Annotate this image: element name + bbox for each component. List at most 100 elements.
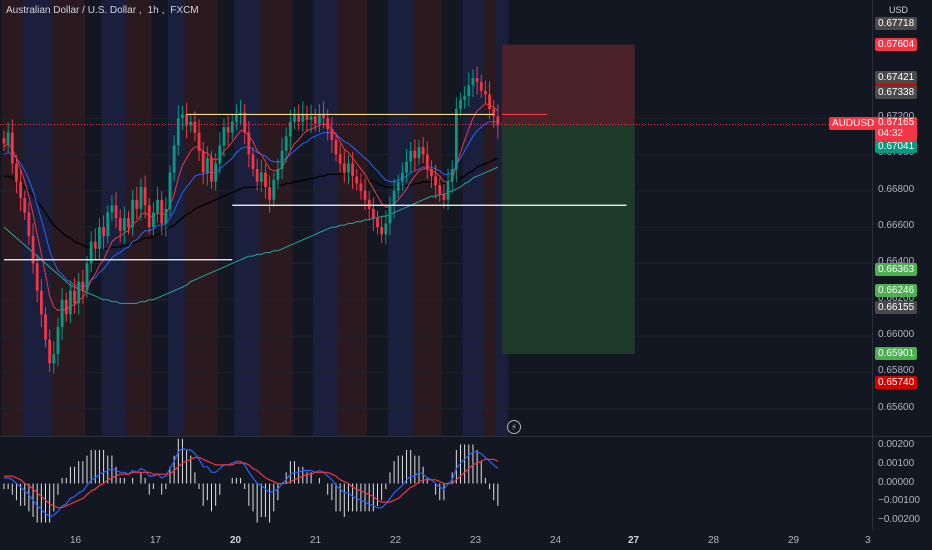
- candle-body: [185, 114, 188, 126]
- candle-body: [218, 145, 222, 164]
- price-tick-label: 0.66200: [878, 292, 915, 304]
- candle-body: [376, 218, 379, 228]
- session-band: [313, 0, 339, 436]
- candle-body: [301, 114, 305, 122]
- signal-line: [4, 456, 499, 509]
- session-band: [22, 0, 52, 436]
- candle-body: [69, 290, 72, 315]
- time-tick-label: 28: [708, 535, 720, 546]
- session-band: [234, 0, 260, 436]
- candle-body: [425, 154, 429, 169]
- candle-body: [210, 158, 213, 182]
- time-tick-label: 16: [70, 535, 82, 546]
- candle-body: [280, 150, 284, 169]
- candle-body: [73, 290, 76, 304]
- candle-body: [401, 172, 404, 182]
- candle-body: [143, 187, 147, 206]
- price-axis-badge: 0.65901: [875, 347, 918, 361]
- candle-body: [201, 150, 205, 173]
- currency-label: USD: [888, 5, 908, 15]
- replay-icon[interactable]: ⚡: [507, 420, 521, 434]
- session-band: [462, 0, 484, 436]
- candle-body: [371, 208, 375, 218]
- candle-body: [31, 236, 35, 264]
- exchange-label: FXCM: [170, 5, 199, 16]
- candle-body: [454, 109, 458, 169]
- candle-body: [98, 227, 101, 249]
- time-tick-label: 27: [628, 535, 640, 546]
- candle-body: [60, 299, 64, 327]
- time-tick-label: 17: [150, 535, 162, 546]
- candle-body: [56, 327, 60, 355]
- candle-body: [64, 299, 68, 315]
- candle-body: [81, 281, 85, 291]
- candle-body: [152, 212, 155, 228]
- candle-body: [172, 145, 176, 173]
- candle-body: [85, 263, 89, 291]
- time-tick-label: 22: [390, 535, 402, 546]
- candle-body: [421, 147, 425, 155]
- candle-body: [27, 212, 31, 237]
- candle-body: [388, 205, 392, 224]
- price-axis-badge: 0.67718: [875, 16, 918, 30]
- time-tick-label: 3: [865, 535, 871, 546]
- price-axis-badge: 0.66155: [875, 300, 918, 314]
- candle-body: [44, 314, 47, 340]
- candle-body: [118, 218, 122, 231]
- candle-body: [156, 199, 159, 213]
- candle-body: [450, 168, 454, 182]
- session-band: [338, 0, 368, 436]
- candle-body: [6, 132, 10, 144]
- candle-body: [347, 163, 350, 173]
- candle-body: [35, 263, 39, 291]
- price-axis-badge: 0.67338: [875, 86, 918, 99]
- candle-body: [475, 78, 479, 82]
- price-tick-label: 0.66400: [878, 256, 915, 268]
- candle-body: [413, 150, 417, 159]
- candle-body: [430, 168, 433, 177]
- candle-body: [409, 150, 413, 162]
- candle-body: [305, 114, 309, 120]
- symbol-price-badge[interactable]: AUDUSD: [829, 117, 878, 131]
- price-tick-label: 0.66800: [878, 183, 915, 195]
- candle-body: [446, 181, 450, 200]
- candle-body: [205, 158, 209, 173]
- chart-title: Australian Dollar / U.S. Dollar, 1h, FXC…: [6, 5, 199, 16]
- candle-body: [235, 114, 238, 122]
- candle-body: [363, 190, 367, 200]
- candle-body: [239, 112, 242, 115]
- candle-body: [359, 183, 363, 191]
- price-tick-label: 0.66600: [878, 220, 915, 232]
- candle-body: [405, 161, 408, 173]
- price-tick-label: 0.65800: [878, 365, 915, 377]
- candle-body: [247, 132, 251, 155]
- candle-body: [459, 99, 462, 109]
- candle-body: [351, 163, 354, 177]
- stop-loss-zone: [502, 44, 635, 125]
- price-tick-label: 0.67200: [878, 111, 914, 122]
- session-band: [483, 0, 496, 436]
- candle-body: [334, 139, 338, 155]
- candle-body: [417, 147, 421, 159]
- candle-body: [442, 194, 446, 200]
- candle-body: [492, 109, 496, 117]
- candle-body: [272, 179, 276, 200]
- candle-body: [467, 85, 471, 97]
- candle-body: [288, 121, 292, 137]
- sma-slow-line: [4, 157, 499, 250]
- session-band: [167, 0, 185, 436]
- candle-body: [326, 118, 330, 129]
- candle-body: [131, 199, 135, 228]
- candle-body: [176, 118, 180, 146]
- candle-body: [255, 168, 259, 182]
- candle-body: [342, 163, 346, 173]
- session-band: [184, 0, 218, 436]
- session-band: [1, 0, 23, 436]
- candle-body: [222, 127, 226, 146]
- session-band: [101, 0, 127, 436]
- candle-body: [122, 218, 126, 231]
- interval-label[interactable]: 1h: [147, 5, 159, 16]
- candle-body: [193, 121, 197, 133]
- candle-body: [197, 132, 201, 151]
